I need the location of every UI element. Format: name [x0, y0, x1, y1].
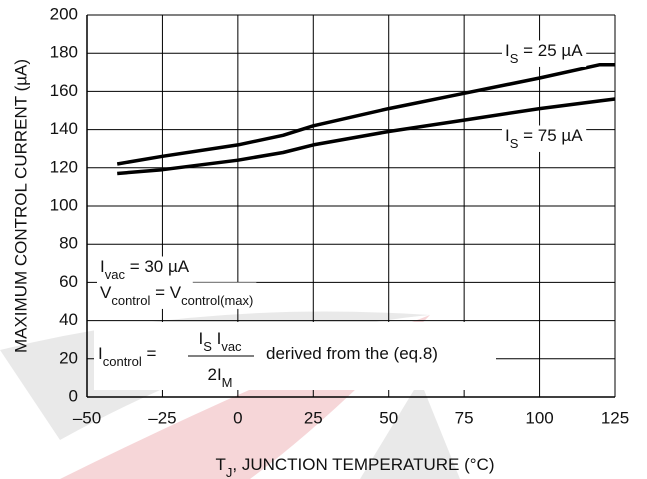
text-part: V — [100, 283, 112, 302]
x-tick-label: –25 — [148, 408, 176, 427]
y-tick-label: 60 — [59, 272, 78, 291]
text-part: S — [510, 51, 519, 66]
text-part: vac — [105, 267, 126, 282]
text-part: M — [222, 375, 233, 390]
text-part: , JUNCTION TEMPERATURE (°C) — [232, 455, 494, 474]
x-tick-label: 125 — [601, 408, 629, 427]
text-part: I — [98, 344, 103, 363]
annotation: Ivac = 30 µA — [100, 257, 190, 281]
text-part: I — [198, 329, 203, 348]
annotation: IS Ivac — [198, 329, 242, 353]
label-background — [94, 322, 496, 390]
text-part: T — [215, 455, 225, 474]
y-tick-label: 20 — [59, 348, 78, 367]
series-line — [117, 97, 616, 176]
text-part: control — [111, 293, 150, 308]
text-part: J — [226, 465, 233, 479]
y-tick-label: 140 — [50, 119, 78, 138]
x-tick-label: 100 — [525, 408, 553, 427]
text-part: I — [100, 257, 105, 276]
label-background — [502, 40, 587, 67]
text-part: S — [203, 339, 212, 354]
text-part: S — [510, 136, 519, 151]
y-tick-label: 40 — [59, 310, 78, 329]
x-tick-label: 25 — [304, 408, 323, 427]
text-part: = 75 µA — [518, 126, 583, 145]
text-part: 2I — [207, 365, 221, 384]
text-part: I — [212, 329, 221, 348]
text-part: control(max) — [181, 293, 253, 308]
x-tick-label: –50 — [73, 408, 101, 427]
label-background — [97, 256, 193, 283]
annotation: Vcontrol = Vcontrol(max) — [100, 283, 253, 307]
y-tick-label: 200 — [50, 4, 78, 23]
y-axis-label: MAXIMUM CONTROL CURRENT (µA) — [11, 59, 30, 353]
y-tick-label: 120 — [50, 157, 78, 176]
series-line — [116, 62, 615, 166]
text-part: = V — [150, 283, 181, 302]
text-part: = 25 µA — [518, 41, 583, 60]
label-background — [502, 125, 587, 152]
y-tick-label: 100 — [50, 195, 78, 214]
series-label: IS = 75 µA — [505, 126, 583, 150]
label-background — [97, 282, 257, 309]
annotation: 2IM — [207, 365, 232, 389]
text-part: = — [142, 344, 157, 363]
x-axis-label: TJ, JUNCTION TEMPERATURE (°C) — [215, 455, 494, 479]
watermark-gray-2 — [360, 380, 460, 479]
text-part: I — [505, 126, 510, 145]
x-tick-label: 75 — [455, 408, 474, 427]
text-part: = 30 µA — [125, 257, 190, 276]
text-part: vac — [221, 339, 242, 354]
annotation: Icontrol = — [98, 344, 156, 368]
text-part: derived from the (eq.8) — [266, 344, 438, 363]
y-tick-label: 80 — [59, 234, 78, 253]
y-tick-label: 160 — [50, 81, 78, 100]
y-tick-label: 180 — [50, 43, 78, 62]
text-part: control — [103, 354, 142, 369]
series-label: IS = 25 µA — [505, 41, 583, 65]
x-tick-label: 50 — [379, 408, 398, 427]
text-part: I — [505, 41, 510, 60]
annotation: derived from the (eq.8) — [266, 344, 438, 363]
y-tick-label: 0 — [69, 386, 78, 405]
x-tick-label: 0 — [233, 408, 242, 427]
